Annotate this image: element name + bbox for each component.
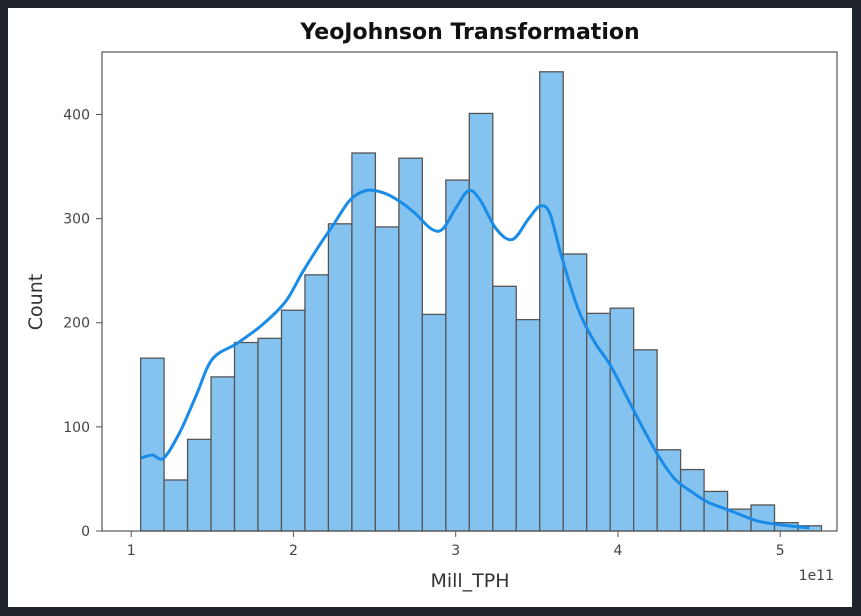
histogram-bar xyxy=(257,337,283,532)
x-tick-label: 4 xyxy=(613,543,622,559)
x-tick-label: 5 xyxy=(776,543,785,559)
x-tick-label: 3 xyxy=(451,543,460,559)
histogram-bar xyxy=(398,157,423,532)
histogram-bar xyxy=(233,341,259,532)
histogram-bar xyxy=(445,179,470,532)
histogram-bar xyxy=(351,152,377,532)
histogram-bar xyxy=(327,223,353,532)
chart-panel: YeoJohnson Transformation 1 2 3 4 5 0 100 200 3… xyxy=(8,8,852,607)
x-tick-label: 2 xyxy=(289,543,298,559)
y-axis-ticks: 0 100 200 300 400 xyxy=(63,107,102,540)
y-tick-label: 100 xyxy=(63,420,90,436)
histogram-bars xyxy=(139,71,823,532)
kde-line xyxy=(140,188,810,530)
histogram-bar xyxy=(139,357,165,532)
chart-title: YeoJohnson Transformation xyxy=(299,20,639,45)
y-axis-label: Count xyxy=(25,274,47,330)
y-tick-label: 300 xyxy=(63,212,90,228)
x-tick-label: 1 xyxy=(127,543,136,559)
histogram-bar xyxy=(633,349,658,532)
y-tick-label: 200 xyxy=(63,316,90,332)
y-tick-label: 0 xyxy=(81,524,90,540)
histogram-bar xyxy=(515,318,541,532)
histogram-bar xyxy=(280,309,306,532)
y-tick-label: 400 xyxy=(63,107,90,123)
x-axis-label: Mill_TPH xyxy=(430,570,509,592)
histogram-bar xyxy=(163,479,189,532)
histogram-bar xyxy=(186,438,212,532)
histogram-bar xyxy=(468,112,494,532)
x-axis-ticks: 1 2 3 4 5 xyxy=(127,531,785,559)
histogram-bar xyxy=(421,313,447,532)
histogram-bar xyxy=(304,274,330,532)
histogram-bar xyxy=(679,468,705,532)
histogram-chart: YeoJohnson Transformation 1 2 3 4 5 0 100 200 3… xyxy=(25,20,838,592)
histogram-bar xyxy=(210,376,236,532)
histogram-bar xyxy=(703,490,729,532)
histogram-bar xyxy=(492,285,517,532)
histogram-bar xyxy=(609,307,635,532)
histogram-bar xyxy=(374,226,400,532)
histogram-bar xyxy=(539,71,564,532)
plot-frame xyxy=(101,51,838,532)
histogram-bar xyxy=(750,504,776,532)
x-axis-offset-label: 1e11 xyxy=(799,568,834,584)
